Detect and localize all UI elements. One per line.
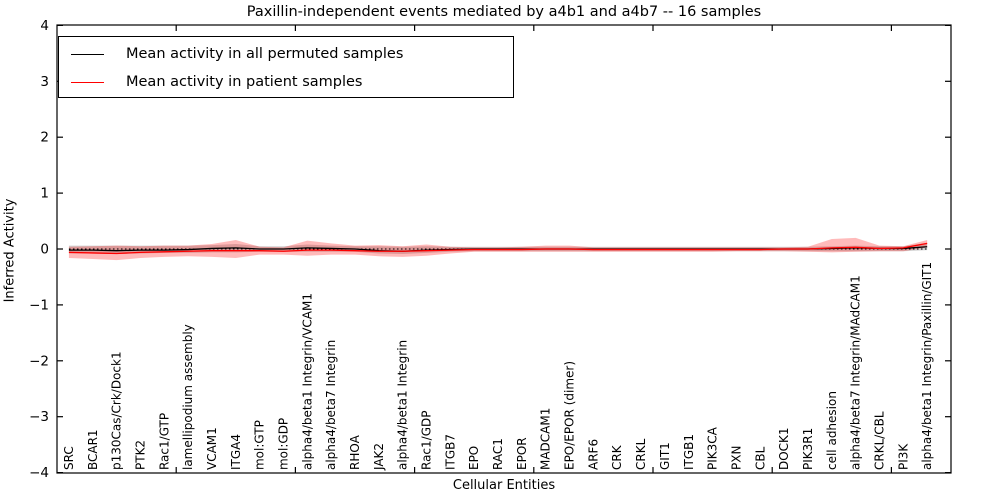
legend-entry-patient: Mean activity in patient samples [59, 68, 513, 96]
x-category-label: mol:GTP [253, 420, 267, 470]
x-category-label: ITGB1 [682, 434, 696, 470]
y-tick-label: 4 [40, 18, 49, 34]
x-category-label: EPO [467, 446, 481, 470]
x-category-label: alpha4/beta1 Integrin/VCAM1 [300, 293, 314, 470]
y-tick-label: 0 [40, 242, 49, 258]
x-category-label: RAC1 [491, 438, 505, 470]
x-category-label: MADCAM1 [539, 408, 553, 470]
x-category-label: DOCK1 [777, 427, 791, 470]
line-patient-mean [68, 242, 928, 255]
x-category-label: alpha4/beta7 Integrin/MAdCAM1 [849, 275, 863, 470]
y-axis-label: Inferred Activity [2, 198, 18, 303]
x-category-label: cell adhesion [825, 391, 839, 470]
legend-label-patient: Mean activity in patient samples [126, 74, 363, 90]
x-category-label: PTK2 [133, 440, 147, 470]
x-category-label: PXN [729, 446, 743, 470]
x-category-label: PIK3R1 [801, 428, 815, 470]
x-category-label: ITGA4 [229, 434, 243, 470]
x-category-label: p130Cas/Crk/Dock1 [110, 351, 124, 470]
x-category-label: PIK3CA [706, 426, 720, 470]
legend-box: Mean activity in all permuted samples Me… [58, 36, 514, 98]
x-axis-label: Cellular Entities [452, 478, 556, 493]
x-category-label: EPOR [515, 437, 529, 470]
y-tick-label: −3 [29, 409, 49, 425]
x-category-label: VCAM1 [205, 427, 219, 470]
x-category-label: CRKL [634, 438, 648, 470]
x-category-label: CBL [753, 446, 767, 470]
x-category-label: lamellipodium assembly [181, 324, 195, 470]
x-category-label: Rac1/GTP [157, 413, 171, 470]
y-tick-label: 1 [40, 186, 49, 202]
x-category-label: ARF6 [586, 439, 600, 470]
y-tick-label: −4 [29, 465, 49, 481]
y-tick-label: 2 [40, 130, 49, 146]
y-tick-label: 3 [40, 74, 49, 90]
legend-entry-permuted: Mean activity in all permuted samples [59, 40, 513, 68]
x-category-label: ITGB7 [443, 434, 457, 470]
x-category-label: alpha4/beta7 Integrin [324, 340, 338, 470]
x-category-label: CRK [610, 444, 624, 470]
x-category-label: BCAR1 [86, 429, 100, 470]
x-category-label: SRC [62, 446, 76, 470]
legend-line-swatch-black [71, 53, 104, 55]
x-category-label: alpha4/beta1 Integrin [396, 340, 410, 470]
x-category-label: EPO/EPOR (dimer) [563, 361, 577, 470]
legend-line-swatch-red [71, 81, 104, 83]
x-category-label: CRKL/CBL [872, 411, 886, 470]
legend-label-permuted: Mean activity in all permuted samples [126, 46, 404, 62]
x-category-label: JAK2 [372, 443, 386, 471]
x-category-label: alpha4/beta1 Integrin/Paxillin/GIT1 [920, 262, 934, 470]
y-tick-label: −1 [29, 297, 49, 313]
x-category-label: PI3K [896, 443, 910, 470]
x-category-label: mol:GDP [276, 418, 290, 470]
chart-title: Paxillin-independent events mediated by … [246, 4, 762, 20]
x-category-label: GIT1 [658, 442, 672, 470]
x-category-label: RHOA [348, 434, 362, 470]
y-tick-label: −2 [29, 353, 49, 369]
x-category-label: Rac1/GDP [420, 411, 434, 470]
